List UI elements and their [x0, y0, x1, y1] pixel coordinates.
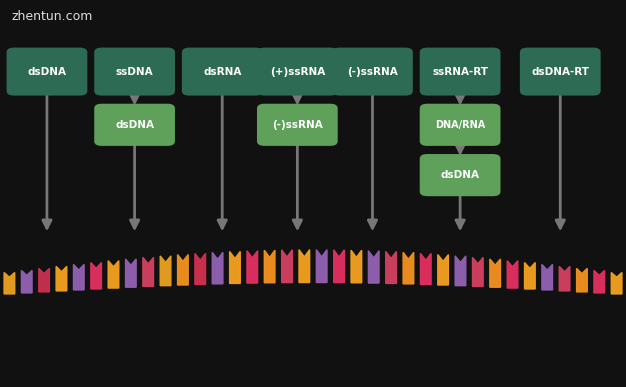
Polygon shape: [160, 256, 171, 286]
Polygon shape: [403, 252, 414, 284]
Text: dsDNA: dsDNA: [115, 120, 154, 130]
Polygon shape: [421, 253, 431, 284]
Polygon shape: [559, 266, 570, 291]
FancyBboxPatch shape: [520, 48, 601, 96]
Polygon shape: [577, 268, 587, 292]
Polygon shape: [230, 252, 240, 283]
Polygon shape: [143, 257, 153, 286]
FancyBboxPatch shape: [257, 104, 338, 146]
Text: dsDNA-RT: dsDNA-RT: [531, 67, 589, 77]
Text: ssRNA-RT: ssRNA-RT: [432, 67, 488, 77]
Text: DNA/RNA: DNA/RNA: [435, 120, 485, 130]
FancyBboxPatch shape: [6, 48, 88, 96]
Polygon shape: [264, 250, 275, 283]
Polygon shape: [316, 250, 327, 283]
FancyBboxPatch shape: [257, 48, 338, 96]
Polygon shape: [282, 250, 292, 283]
Polygon shape: [611, 272, 622, 294]
Polygon shape: [4, 272, 15, 294]
Polygon shape: [56, 266, 67, 291]
Polygon shape: [108, 261, 119, 288]
Polygon shape: [334, 250, 344, 283]
Text: dsRNA: dsRNA: [203, 67, 242, 77]
Polygon shape: [91, 262, 101, 289]
FancyBboxPatch shape: [332, 48, 413, 96]
FancyBboxPatch shape: [182, 48, 262, 96]
Polygon shape: [73, 264, 84, 290]
FancyBboxPatch shape: [419, 104, 500, 146]
FancyBboxPatch shape: [419, 154, 500, 196]
Text: dsDNA: dsDNA: [441, 170, 480, 180]
Polygon shape: [438, 255, 448, 285]
Text: (-)ssRNA: (-)ssRNA: [347, 67, 398, 77]
Polygon shape: [125, 259, 136, 287]
Polygon shape: [178, 255, 188, 285]
Polygon shape: [351, 250, 362, 283]
Text: (+)ssRNA: (+)ssRNA: [270, 67, 325, 77]
Polygon shape: [299, 250, 310, 283]
Polygon shape: [473, 257, 483, 286]
Polygon shape: [542, 264, 553, 290]
Polygon shape: [39, 268, 49, 292]
Text: (-)ssRNA: (-)ssRNA: [272, 120, 323, 130]
FancyBboxPatch shape: [94, 48, 175, 96]
Polygon shape: [368, 251, 379, 283]
Text: zhentun.com: zhentun.com: [11, 10, 93, 23]
Polygon shape: [525, 262, 535, 289]
Polygon shape: [212, 252, 223, 284]
FancyBboxPatch shape: [419, 48, 500, 96]
Text: dsDNA: dsDNA: [28, 67, 66, 77]
FancyBboxPatch shape: [94, 104, 175, 146]
Polygon shape: [455, 256, 466, 286]
Polygon shape: [247, 251, 258, 283]
Polygon shape: [490, 259, 500, 287]
Polygon shape: [507, 261, 518, 288]
Polygon shape: [195, 253, 205, 284]
Text: ssDNA: ssDNA: [116, 67, 153, 77]
Polygon shape: [386, 252, 396, 283]
Polygon shape: [594, 271, 605, 293]
Polygon shape: [21, 271, 32, 293]
